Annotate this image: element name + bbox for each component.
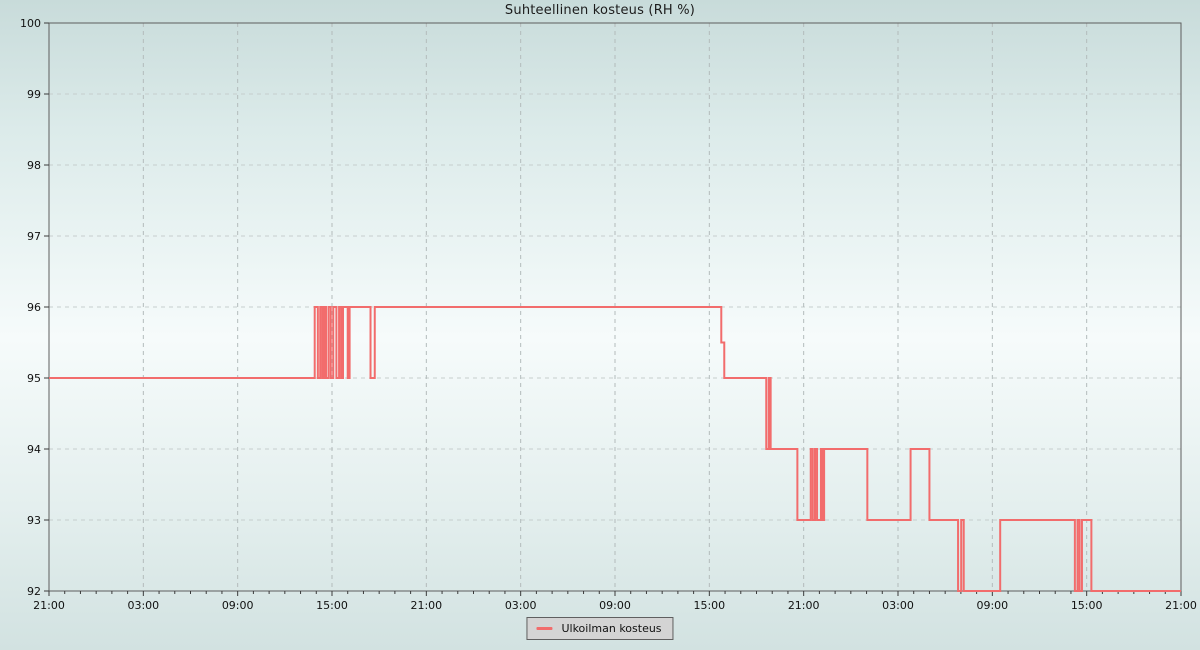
legend-label: Ulkoilman kosteus [561,622,662,635]
x-tick-label: 21:00 [33,599,65,612]
y-tick-label: 94 [27,443,41,456]
x-tick-label: 09:00 [222,599,254,612]
y-tick-label: 92 [27,585,41,598]
y-tick-label: 96 [27,301,41,314]
y-tick-label: 93 [27,514,41,527]
x-tick-label: 09:00 [976,599,1008,612]
x-tick-label: 15:00 [1071,599,1103,612]
chart-title: Suhteellinen kosteus (RH %) [504,3,696,18]
x-tick-label: 03:00 [882,599,914,612]
y-tick-label: 98 [27,159,41,172]
x-tick-label: 21:00 [788,599,820,612]
x-tick-label: 21:00 [410,599,442,612]
y-tick-label: 97 [27,230,41,243]
x-tick-label: 09:00 [599,599,631,612]
x-tick-label: 15:00 [316,599,348,612]
x-tick-label: 03:00 [505,599,537,612]
x-tick-label: 15:00 [693,599,725,612]
legend-line-marker [536,627,553,630]
y-tick-label: 99 [27,88,41,101]
x-tick-label: 21:00 [1165,599,1197,612]
y-tick-label: 100 [20,17,41,30]
legend: Ulkoilman kosteus [526,617,674,640]
x-tick-label: 03:00 [127,599,159,612]
humidity-line [49,306,1181,592]
y-tick-label: 95 [27,372,41,385]
